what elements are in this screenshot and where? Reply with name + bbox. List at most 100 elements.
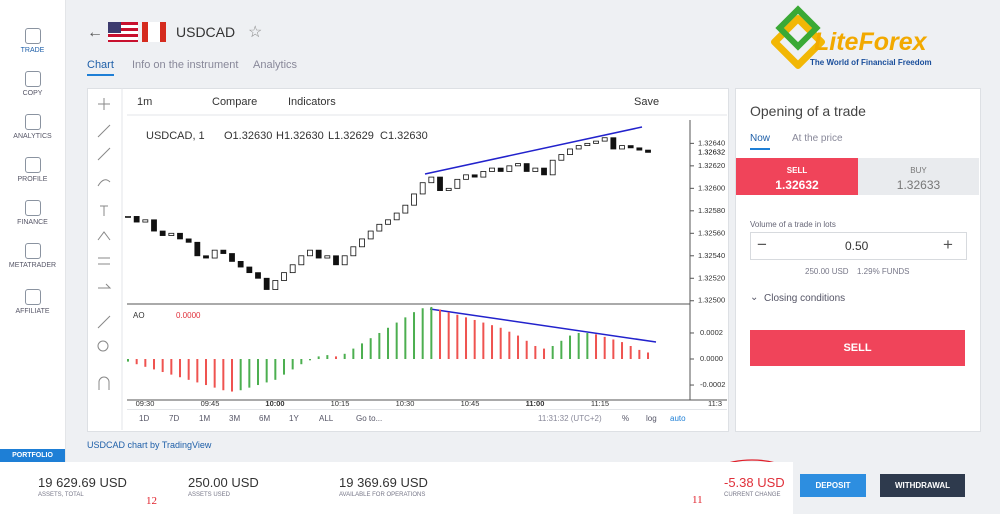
ao-bar	[525, 340, 528, 360]
scale-option[interactable]: auto	[670, 414, 686, 423]
indicators[interactable]: Indicators	[288, 96, 336, 108]
sell-tile[interactable]	[736, 158, 858, 195]
candle	[246, 266, 253, 274]
ao-bar	[187, 359, 190, 380]
candle	[636, 147, 643, 151]
ao-bar	[473, 319, 476, 360]
trade-tab[interactable]: Now	[750, 133, 771, 150]
candle	[619, 145, 625, 150]
y-tick-label: 1.32580	[698, 206, 725, 215]
sell-button[interactable]: SELL	[750, 330, 965, 366]
increase[interactable]: +	[943, 235, 953, 254]
candle	[133, 216, 140, 223]
last-price-label: 1.32632	[698, 147, 725, 156]
scale-option[interactable]: %	[622, 414, 630, 423]
sidebar-item[interactable]: FINANCE	[0, 200, 65, 226]
logo-tagline: The World of Financial Freedom	[810, 58, 932, 67]
ao-bar	[127, 359, 129, 362]
time-label: 10:15	[331, 399, 350, 408]
scale-option[interactable]: log	[646, 414, 657, 423]
trade-title: Opening of a trade	[750, 103, 866, 119]
ao-bar	[378, 332, 381, 360]
range-bar	[127, 409, 727, 430]
range-button[interactable]: 1D	[139, 414, 150, 423]
annotation-number: 12	[146, 495, 157, 507]
tab[interactable]: Chart	[87, 59, 114, 76]
ao-bar	[352, 348, 355, 360]
tab[interactable]: Info on the instrument	[132, 59, 239, 71]
withdrawal-button[interactable]: WITHDRAWAL	[880, 474, 965, 497]
candle	[480, 171, 487, 178]
y-tick-label: 1.32500	[698, 296, 725, 305]
ao-bar	[326, 355, 329, 360]
ao-bar	[135, 359, 138, 365]
sidebar-item[interactable]: METATRADER	[0, 243, 65, 269]
ao-bar	[439, 309, 442, 360]
candle	[428, 176, 435, 184]
sidebar-item[interactable]: ANALYTICS	[0, 114, 65, 140]
ao-bar	[638, 349, 641, 360]
sell-label: SELL	[786, 166, 808, 175]
ao-bar	[421, 308, 424, 360]
candle	[307, 249, 313, 257]
ao-bar	[343, 353, 346, 360]
candle	[445, 187, 452, 191]
sidebar-label: PROFILE	[17, 176, 48, 183]
credit[interactable]: USDCAD chart by TradingView	[87, 440, 212, 450]
last-price-bg	[691, 147, 727, 158]
sidebar-item[interactable]: COPY	[0, 71, 65, 97]
change-value: -5.38 USD	[724, 475, 785, 490]
save[interactable]: Save	[634, 96, 660, 108]
volume-box[interactable]	[750, 232, 967, 260]
interval[interactable]: 1m	[137, 96, 153, 108]
range-button[interactable]: Go to...	[356, 414, 383, 423]
range-button[interactable]: 1Y	[289, 414, 299, 423]
back-arrow[interactable]: ←	[87, 24, 103, 41]
sidebar-item[interactable]: TRADE	[0, 28, 65, 54]
compare[interactable]: Compare	[212, 96, 258, 108]
trade-tab[interactable]: At the price	[792, 133, 843, 144]
y-tick-label: 1.32520	[698, 273, 725, 282]
buy-price: 1.32633	[896, 178, 941, 192]
range-button[interactable]: 1M	[199, 414, 211, 423]
ao-bar	[387, 327, 390, 360]
buy-tile[interactable]	[858, 158, 979, 195]
stat-label: AVAILABLE FOR OPERATIONS	[339, 492, 426, 498]
range-button[interactable]: ALL	[319, 414, 334, 423]
candle	[367, 230, 374, 240]
sidebar-label: TRADE	[20, 47, 45, 54]
ao-bar	[179, 359, 182, 378]
deposit-button[interactable]: DEPOSIT	[800, 474, 866, 497]
range-button[interactable]: 3M	[229, 414, 241, 423]
trend-line	[424, 126, 643, 175]
closing-conditions[interactable]: Closing conditions	[764, 293, 846, 304]
candle	[263, 277, 270, 290]
candle	[151, 219, 157, 232]
logo-name: LiteForex	[814, 28, 927, 56]
ao-bar	[456, 314, 459, 360]
sidebar-item[interactable]: AFFILIATE	[0, 289, 65, 315]
ao-bar	[413, 312, 416, 360]
ao-bar	[647, 352, 650, 360]
ao-bar	[161, 359, 164, 373]
portfolio-tab[interactable]: PORTFOLIO	[0, 449, 65, 462]
ao-bar	[196, 359, 199, 383]
candle	[272, 280, 279, 290]
ao-bar	[543, 348, 546, 360]
range-button[interactable]: 7D	[169, 414, 180, 423]
time-label: 09:30	[136, 399, 155, 408]
sidebar-label: METATRADER	[8, 262, 57, 269]
range-button[interactable]: 6M	[259, 414, 271, 423]
ao-bar	[248, 359, 251, 388]
ao-bar	[621, 342, 624, 360]
ao-tick-label: 0.0002	[700, 328, 723, 337]
candle	[463, 174, 469, 180]
closing-chevron[interactable]: ⌄	[750, 292, 759, 303]
sidebar-item[interactable]: PROFILE	[0, 157, 65, 183]
decrease[interactable]: −	[757, 235, 767, 254]
tab[interactable]: Analytics	[253, 59, 298, 71]
favorite-star[interactable]: ☆	[248, 24, 263, 41]
sidebar-label: FINANCE	[17, 219, 48, 226]
